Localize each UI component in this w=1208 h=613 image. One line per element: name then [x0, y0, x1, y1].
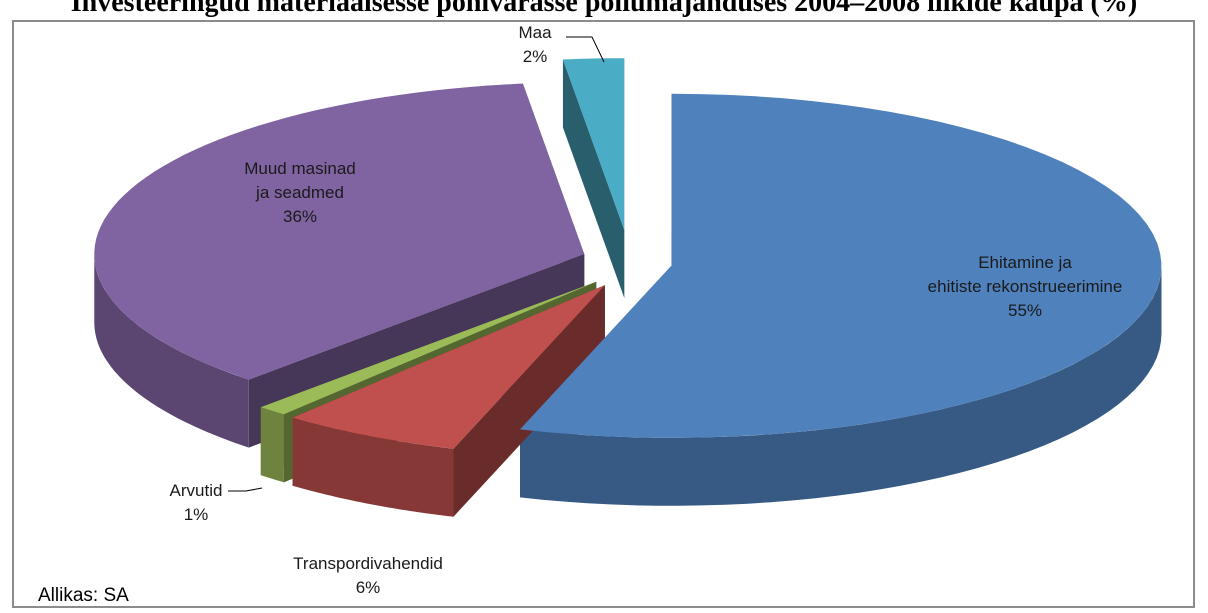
chart-title: Investeeringud materiaalsesse põhivarass…	[70, 0, 1138, 17]
slice-outer-wall-ehitamine	[520, 265, 1162, 506]
slice-wall-maa-0	[562, 59, 625, 299]
slice-ehitamine	[520, 93, 1162, 438]
leader-line-maa	[566, 36, 605, 63]
data-label-transport: Transpordivahendid 6%	[293, 554, 443, 597]
slice-arvutid	[260, 281, 597, 415]
data-label-ehitamine: Ehitamine ja ehitiste rekonstrueerimine 55…	[928, 253, 1123, 320]
slice-maa	[562, 58, 625, 231]
source-note: Allikas: SA	[38, 585, 129, 606]
slice-muud	[94, 83, 585, 380]
slice-outer-wall-arvutid	[260, 407, 284, 483]
data-label-maa: Maa 2%	[518, 23, 552, 66]
slice-outer-wall-muud	[94, 254, 249, 448]
slice-outer-wall-transport	[292, 417, 454, 517]
data-label-arvutid: Arvutid 1%	[170, 481, 223, 524]
slice-transport	[292, 285, 605, 449]
leader-line-arvutid	[228, 487, 263, 492]
data-label-muud: Muud masinad ja seadmed 36%	[244, 159, 356, 226]
